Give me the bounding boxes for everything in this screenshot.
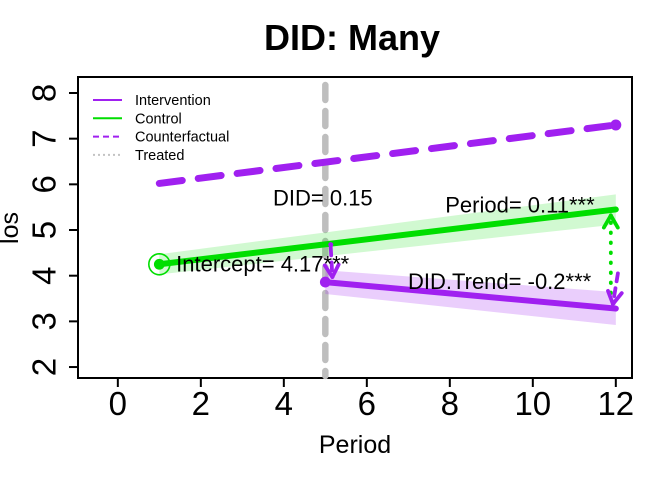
annotation-did: DID= 0.15 [273, 186, 373, 211]
y-tick-label-5: 5 [26, 221, 63, 239]
legend-label-intervention: Intervention [135, 93, 211, 109]
legend-item-control: Control [93, 111, 182, 127]
x-tick-label-2: 2 [192, 385, 210, 422]
legend-label-treated: Treated [135, 148, 184, 164]
legend-label-counterfactual: Counterfactual [135, 130, 229, 146]
legend-item-counterfactual: Counterfactual [93, 130, 229, 146]
start-point-intervention [319, 276, 331, 288]
annotation-period: Period= 0.11*** [445, 193, 595, 218]
x-tick-label-8: 8 [441, 385, 459, 422]
y-tick-label-3: 3 [26, 312, 63, 330]
series-line-counterfactual [155, 121, 620, 187]
start-point-control [153, 258, 165, 270]
end-point-counterfactual [610, 119, 622, 131]
legend-item-treated: Treated [93, 148, 184, 164]
chart-layers [148, 81, 624, 380]
series-line-control [156, 206, 619, 268]
annotations: DID= 0.15 Period= 0.11*** Intercept= 4.17*… [176, 186, 595, 294]
control-end-arrow-head-0 [608, 213, 620, 230]
x-tick-label-4: 4 [275, 385, 293, 422]
y-tick-label-8: 8 [26, 84, 63, 102]
intercept-ring [148, 252, 171, 276]
x-axis-label: Period [319, 431, 391, 459]
x-tick-label-10: 10 [514, 385, 551, 422]
annotation-intercept: Intercept= 4.17*** [176, 252, 350, 277]
legend: Intervention Control Counterfactual Treated [93, 93, 229, 164]
axes: 0 2 4 6 8 10 12 2 3 4 5 6 7 8 [26, 76, 634, 422]
legend-label-control: Control [135, 111, 182, 127]
intervention-end-arrow-head-1 [611, 291, 624, 306]
x-tick-label-6: 6 [358, 385, 376, 422]
x-tick-label-0: 0 [109, 385, 127, 422]
series-line-intervention [322, 279, 619, 312]
plot-title: DID: Many [264, 17, 440, 58]
plot-frame [77, 76, 633, 379]
y-tick-label-6: 6 [26, 175, 63, 193]
intervention-end-arrow-head-0 [606, 288, 615, 306]
y-tick-label-2: 2 [26, 358, 63, 376]
control-end-arrow-head-1 [601, 213, 613, 230]
did-drop-arrow-head-1 [330, 262, 341, 279]
x-tick-label-12: 12 [597, 385, 634, 422]
annotation-did-trend: DID.Trend= -0.2*** [408, 269, 592, 294]
did-arrow-origin-dot [328, 242, 334, 248]
y-tick-label-4: 4 [26, 267, 63, 285]
intervention-end-arrow [611, 271, 620, 306]
y-tick-label-7: 7 [26, 129, 63, 147]
did-drop-arrow [328, 245, 335, 279]
y-axis-label: los [0, 212, 24, 244]
legend-item-intervention: Intervention [93, 93, 211, 109]
did-drop-arrow-head-0 [322, 263, 335, 279]
